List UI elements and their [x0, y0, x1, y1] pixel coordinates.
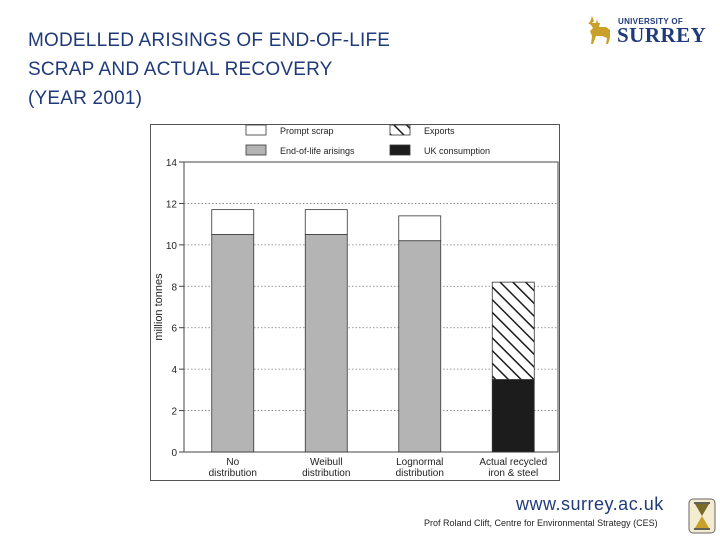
ytick-label-2: 2 — [171, 407, 177, 418]
bar-2-prompt-scrap — [304, 209, 348, 235]
legend-swatch-exports — [389, 124, 411, 136]
legend-label-end-of-life-arisings: End-of-life arisings — [280, 146, 355, 156]
legend-label-exports: Exports — [424, 126, 455, 136]
footer-credit: Prof Roland Clift, Centre for Environmen… — [424, 518, 658, 528]
ytick-label-6: 6 — [171, 324, 177, 335]
bar-1-prompt-scrap — [211, 209, 255, 235]
title-line-1: MODELLED ARISINGS OF END-OF-LIFE — [28, 30, 391, 51]
category-label-4-line-1: Actual recycled — [479, 457, 547, 468]
title-line-2: SCRAP AND ACTUAL RECOVERY — [28, 59, 333, 80]
category-label-1-line-1: No — [226, 457, 239, 468]
stag-icon — [588, 16, 610, 44]
ytick-label-4: 4 — [171, 365, 177, 376]
logo-top-text: UNIVERSITY OF — [618, 17, 684, 26]
category-label-1-line-2: distribution — [209, 468, 257, 479]
category-label-3-line-1: Lognormal — [396, 457, 443, 468]
legend-label-prompt-scrap: Prompt scrap — [280, 126, 334, 136]
y-axis-label: million tonnes — [153, 273, 165, 341]
bar-3-prompt-scrap — [398, 215, 442, 242]
stacked-bar-chart: Prompt scrap Exports End-of-life arisings U… — [153, 124, 559, 479]
legend-swatch-prompt-scrap — [245, 124, 267, 136]
plot-area — [183, 161, 559, 453]
legend-swatch-end-of-life-arisings — [245, 144, 267, 156]
title-line-3: (YEAR 2001) — [28, 88, 143, 109]
bar-4-exports — [491, 281, 535, 380]
ytick-label-0: 0 — [171, 448, 177, 459]
ces-logo-icon — [688, 498, 716, 534]
category-label-2-line-1: Weibull — [310, 457, 343, 468]
ytick-label-12: 12 — [166, 199, 178, 210]
bar-3-end-of-life-arisings — [398, 240, 442, 453]
ytick-label-10: 10 — [166, 241, 178, 252]
ytick-label-14: 14 — [166, 158, 178, 169]
category-label-3-line-2: distribution — [396, 468, 444, 479]
bar-2-end-of-life-arisings — [304, 234, 348, 453]
category-label-2-line-2: distribution — [302, 468, 350, 479]
bar-1-end-of-life-arisings — [211, 234, 255, 453]
bar-4-uk-consumption — [491, 379, 535, 453]
legend-swatch-uk-consumption — [389, 144, 411, 156]
category-label-4-line-2: iron & steel — [488, 468, 538, 479]
slide-title: MODELLED ARISINGS OF END-OF-LIFE SCRAP A… — [28, 26, 548, 113]
logo-main-text: SURREY — [617, 23, 707, 47]
university-logo: UNIVERSITY OF SURREY — [584, 14, 706, 48]
legend-label-uk-consumption: UK consumption — [424, 146, 490, 156]
ytick-label-8: 8 — [171, 282, 177, 293]
footer-url: www.surrey.ac.uk — [516, 494, 664, 514]
